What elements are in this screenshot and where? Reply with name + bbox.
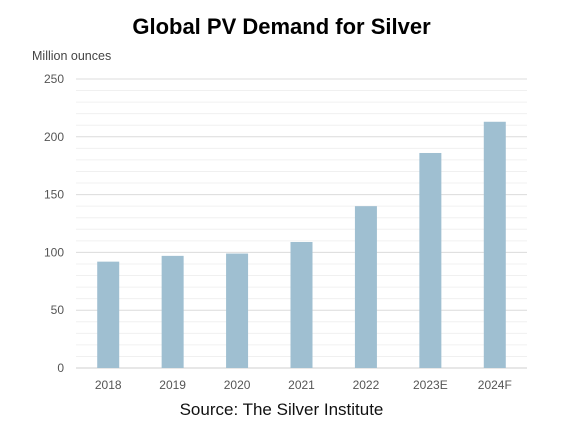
x-tick-label: 2022 [353,378,380,392]
x-tick-label: 2018 [95,378,122,392]
x-tick-label: 2020 [224,378,251,392]
bar-2020 [226,253,249,368]
y-axis-label: Million ounces [32,49,111,63]
bar-2022 [354,206,377,368]
bar-2023E [419,152,442,368]
y-tick-label: 100 [44,245,64,259]
y-tick-label: 200 [44,130,64,144]
y-tick-labels: 0 50 100 150 200 250 [44,72,64,375]
y-tick-label: 250 [44,72,64,86]
x-tick-label: 2021 [288,378,315,392]
y-tick-label: 50 [51,303,65,317]
x-tick-labels: 2018 2019 2020 2021 2022 2023E 2024F [95,378,512,392]
bar-2021 [290,241,313,368]
y-tick-label: 150 [44,188,64,202]
chart-title: Global PV Demand for Silver [132,14,431,39]
bar-2024F [483,121,506,368]
bar-2019 [161,255,184,368]
x-tick-label: 2024F [478,378,512,392]
bars [97,121,506,368]
y-tick-label: 0 [57,361,64,375]
x-tick-label: 2019 [159,378,186,392]
x-tick-label: 2023E [413,378,448,392]
source-note: Source: The Silver Institute [179,400,384,419]
bar-2018 [97,261,120,368]
